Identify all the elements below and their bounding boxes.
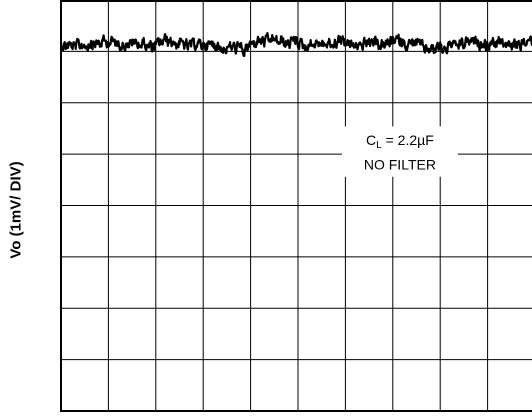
annotation-filter: NO FILTER xyxy=(364,157,436,173)
annotation-c-subscript: L xyxy=(376,140,382,151)
annotation-c-value: = 2.2µF xyxy=(382,132,434,148)
graticule-grid xyxy=(61,0,532,411)
annotation-capacitance: CL = 2.2µF xyxy=(366,132,434,151)
annotation-box: CL = 2.2µF NO FILTER xyxy=(341,126,458,177)
plot-frame xyxy=(60,0,532,412)
annotation-c-symbol: C xyxy=(366,132,376,148)
annotation-background xyxy=(341,126,458,177)
noise-trace xyxy=(59,31,532,58)
